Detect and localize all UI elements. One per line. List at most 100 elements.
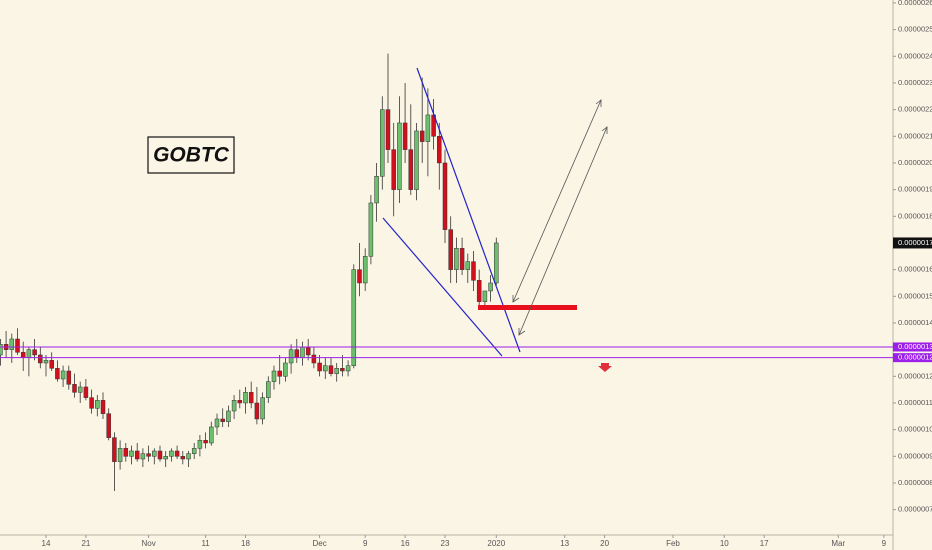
- candle-body: [283, 362, 288, 377]
- candle-body: [345, 365, 351, 372]
- candle-body: [397, 122, 402, 190]
- candle-body: [362, 256, 368, 284]
- candle-body: [465, 261, 471, 270]
- candle-body: [77, 386, 83, 393]
- candle-body: [117, 448, 123, 462]
- arrow: [518, 126, 608, 336]
- candle-body: [294, 349, 300, 358]
- candle-body: [20, 352, 26, 358]
- x-tick-label: 2020: [487, 539, 505, 548]
- x-tick-label: 10: [720, 539, 729, 548]
- arrow: [512, 99, 602, 303]
- candle-body: [471, 261, 476, 281]
- level-label-box: [893, 342, 932, 352]
- level-label: 0.00000131: [898, 342, 932, 351]
- x-tick-label: Nov: [141, 539, 155, 548]
- current-price-label: 0.00000170: [898, 238, 932, 247]
- candle-body: [408, 149, 414, 190]
- candle-body: [231, 400, 237, 412]
- candle-body: [237, 400, 243, 404]
- candle-body: [317, 362, 322, 372]
- candle-body: [351, 269, 357, 366]
- candle-body: [442, 162, 448, 230]
- candle-body: [334, 368, 339, 374]
- candle-body: [482, 290, 488, 302]
- candle-body: [140, 453, 146, 460]
- candle-body: [214, 418, 220, 428]
- candle-body: [112, 437, 117, 462]
- candle-body: [311, 354, 317, 364]
- candle-body: [391, 149, 396, 190]
- title-box: [147, 136, 235, 174]
- projection-arrows: [512, 99, 608, 336]
- candle-body: [300, 346, 305, 358]
- candle-body: [402, 122, 408, 150]
- candle-body: [248, 392, 254, 404]
- candle-body: [288, 349, 294, 364]
- candle-body: [243, 392, 248, 404]
- candle-body: [385, 109, 391, 150]
- candle-body: [9, 338, 15, 350]
- level-label-box: [893, 353, 932, 363]
- candle-body: [49, 360, 54, 369]
- candle-body: [271, 370, 277, 382]
- candle-body: [437, 136, 442, 164]
- candle-body: [226, 410, 231, 422]
- candle-body: [163, 456, 168, 460]
- x-tick-label: 21: [81, 539, 90, 548]
- arrow-head: [512, 295, 520, 303]
- candle-body: [305, 346, 311, 356]
- candle-body: [380, 109, 385, 177]
- candle-body: [419, 130, 425, 142]
- x-tick-label: Dec: [312, 539, 326, 548]
- candle-body: [38, 354, 43, 364]
- x-tick-label: 9: [882, 539, 887, 548]
- y-tick-label: 0.00000260: [898, 0, 932, 7]
- candle-body: [83, 386, 89, 398]
- arrow-head: [518, 328, 526, 336]
- x-tick-label: 14: [42, 539, 51, 548]
- candle-body: [15, 338, 20, 353]
- candle-body: [26, 349, 32, 358]
- candle-body: [260, 397, 265, 420]
- candle-body: [89, 397, 94, 409]
- candle-body: [328, 365, 334, 374]
- candle-body: [174, 450, 180, 457]
- candle-body: [32, 349, 37, 356]
- candle-body: [414, 130, 419, 190]
- candle-body: [368, 202, 374, 257]
- candle-body: [123, 448, 129, 457]
- candle-body: [340, 368, 345, 372]
- x-tick-label: 11: [201, 539, 210, 548]
- candle-body: [60, 370, 66, 380]
- candle-body: [220, 418, 225, 422]
- candle-body: [100, 400, 106, 414]
- x-tick-label: 23: [441, 539, 450, 548]
- candle-body: [448, 229, 453, 270]
- candle-body: [425, 114, 431, 142]
- candle-body: [476, 280, 482, 302]
- candle-body: [209, 426, 214, 444]
- candle-body: [459, 248, 465, 270]
- candle-body: [43, 360, 49, 364]
- arrow-head: [595, 99, 602, 107]
- x-tick-label: Mar: [831, 539, 845, 548]
- x-tick-label: 18: [241, 539, 250, 548]
- candle-body: [203, 440, 208, 444]
- candle-body: [266, 381, 271, 398]
- candle-body: [197, 440, 203, 449]
- wedge-line: [382, 217, 503, 357]
- candle-body: [180, 456, 186, 460]
